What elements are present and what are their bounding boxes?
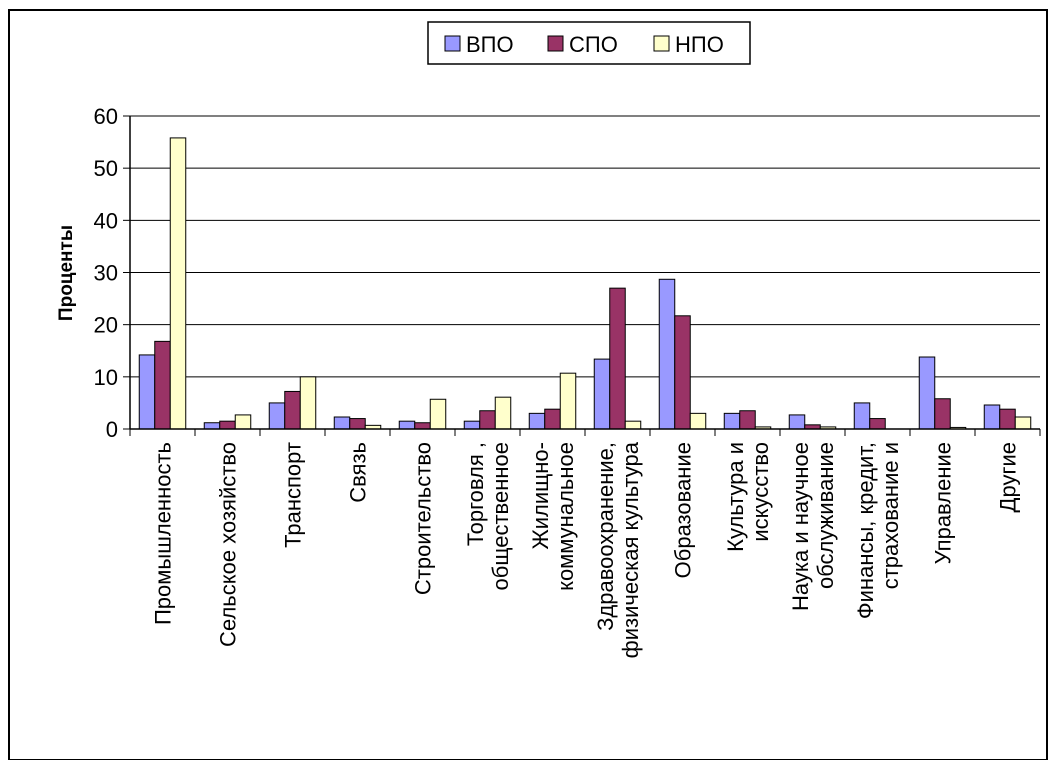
bar: [723, 412, 741, 430]
bar: [544, 408, 561, 430]
x-tick-label: страхование и: [878, 442, 903, 589]
legend-label: ВПО: [466, 32, 514, 57]
y-tick-labels: 0 10 20 30 40 50 60: [94, 104, 130, 442]
y-tick-label: 40: [94, 208, 118, 233]
bar: [918, 356, 936, 430]
bar: [414, 422, 431, 430]
bar: [1014, 416, 1032, 430]
bar: [299, 376, 317, 430]
legend-label: НПО: [675, 32, 724, 57]
y-tick-label: 20: [94, 313, 118, 338]
bar: [983, 404, 1001, 430]
bar: [203, 422, 221, 430]
bar: [624, 420, 642, 430]
x-tick-label: Строительство: [411, 442, 436, 595]
bar: [494, 396, 512, 430]
x-tick-label: Управление: [931, 442, 956, 564]
bar: [268, 402, 286, 430]
x-tick-label: Образование: [671, 442, 696, 578]
legend-box: [427, 21, 751, 65]
y-tick-label: 30: [94, 261, 118, 286]
bar: [999, 408, 1016, 430]
bar: [284, 390, 301, 430]
x-tick-label: Транспорт: [281, 442, 306, 548]
x-tick-label: искусство: [748, 442, 773, 542]
bar: [559, 372, 577, 430]
bar: [869, 418, 886, 430]
x-tick-label: общественное: [488, 442, 513, 590]
bar: [853, 402, 871, 430]
x-tick-label: Другие: [996, 442, 1021, 512]
bar: [479, 410, 496, 430]
y-axis-label: Проценты: [56, 225, 77, 321]
bar: [934, 398, 951, 430]
x-tick-label: Культура и: [723, 442, 748, 552]
y-tick-label: 10: [94, 365, 118, 390]
legend-swatch: [444, 35, 461, 52]
bar: [609, 287, 626, 430]
bar: [138, 354, 156, 430]
bar: [234, 414, 252, 430]
x-tick-label: Здравоохранение,: [593, 442, 618, 631]
gridlines: [130, 115, 1040, 378]
x-tick-label: Наука и научное: [788, 442, 813, 611]
bar: [658, 278, 676, 430]
bar: [689, 412, 707, 430]
bar: [674, 315, 691, 430]
y-tick-label: 50: [94, 156, 118, 181]
legend-swatch: [653, 35, 670, 52]
legend-swatch: [547, 35, 564, 52]
x-tick-label: Связь: [346, 442, 371, 503]
bar: [333, 416, 351, 430]
bar: [398, 420, 416, 430]
x-tick-label: Финансы, кредит,: [853, 442, 878, 619]
x-tick-label: Сельское хозяйство: [216, 442, 241, 647]
legend: ВПО СПО НПО: [427, 21, 751, 65]
x-tick-label: Промышленность: [151, 442, 176, 625]
bar: [154, 340, 171, 430]
x-tick-label: Жилищно-: [528, 442, 553, 550]
legend-label: СПО: [569, 32, 618, 57]
bar: [463, 420, 481, 430]
bar: [349, 418, 366, 430]
bars: [138, 137, 1032, 430]
x-tick-labels: Промышленность Сельское хозяйство Транспор…: [151, 441, 1021, 658]
y-tick-label: 60: [94, 104, 118, 129]
bar: [593, 358, 611, 430]
bar: [169, 137, 187, 430]
bar: [528, 412, 546, 430]
x-tick-label: коммунальное: [553, 442, 578, 591]
bar: [429, 398, 447, 430]
x-tick-label: обслуживание: [813, 442, 838, 589]
bar: [788, 414, 806, 430]
x-tick-label: Торговля ,: [463, 442, 488, 546]
bar: [219, 420, 236, 430]
x-tick-label: физическая культура: [618, 441, 643, 658]
bar: [739, 410, 756, 430]
y-tick-label: 0: [106, 417, 118, 442]
